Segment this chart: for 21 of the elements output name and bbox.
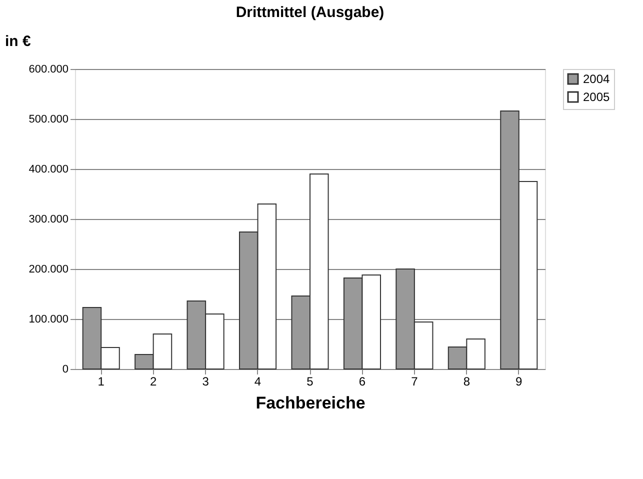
y-tick-label: 300.000 [28, 214, 68, 226]
x-tick-label: 5 [306, 374, 314, 388]
y-tick-label: 400.000 [28, 164, 68, 176]
y-tick-label: 0 [62, 364, 68, 376]
x-tick-label: 9 [516, 374, 523, 388]
y-tick-label: 100.000 [28, 314, 68, 326]
x-tick-label: 7 [411, 374, 418, 388]
x-tick-label: 4 [254, 374, 262, 388]
legend-label: 2004 [583, 72, 610, 86]
y-tick-label: 200.000 [28, 264, 68, 276]
legend-label: 2005 [583, 90, 610, 104]
x-tick-label: 3 [202, 374, 210, 388]
x-tick-label: 8 [463, 374, 470, 388]
y-tick-label: 600.000 [28, 64, 68, 76]
x-tick-label: 6 [358, 374, 366, 388]
x-axis-title: Fachbereiche [256, 394, 366, 412]
y-axis-title: in € [5, 33, 32, 50]
x-tick-label: 2 [150, 374, 157, 388]
chart-title: Drittmittel (Ausgabe) [236, 4, 384, 21]
y-tick-label: 500.000 [28, 114, 68, 126]
x-tick-label: 1 [98, 374, 105, 388]
